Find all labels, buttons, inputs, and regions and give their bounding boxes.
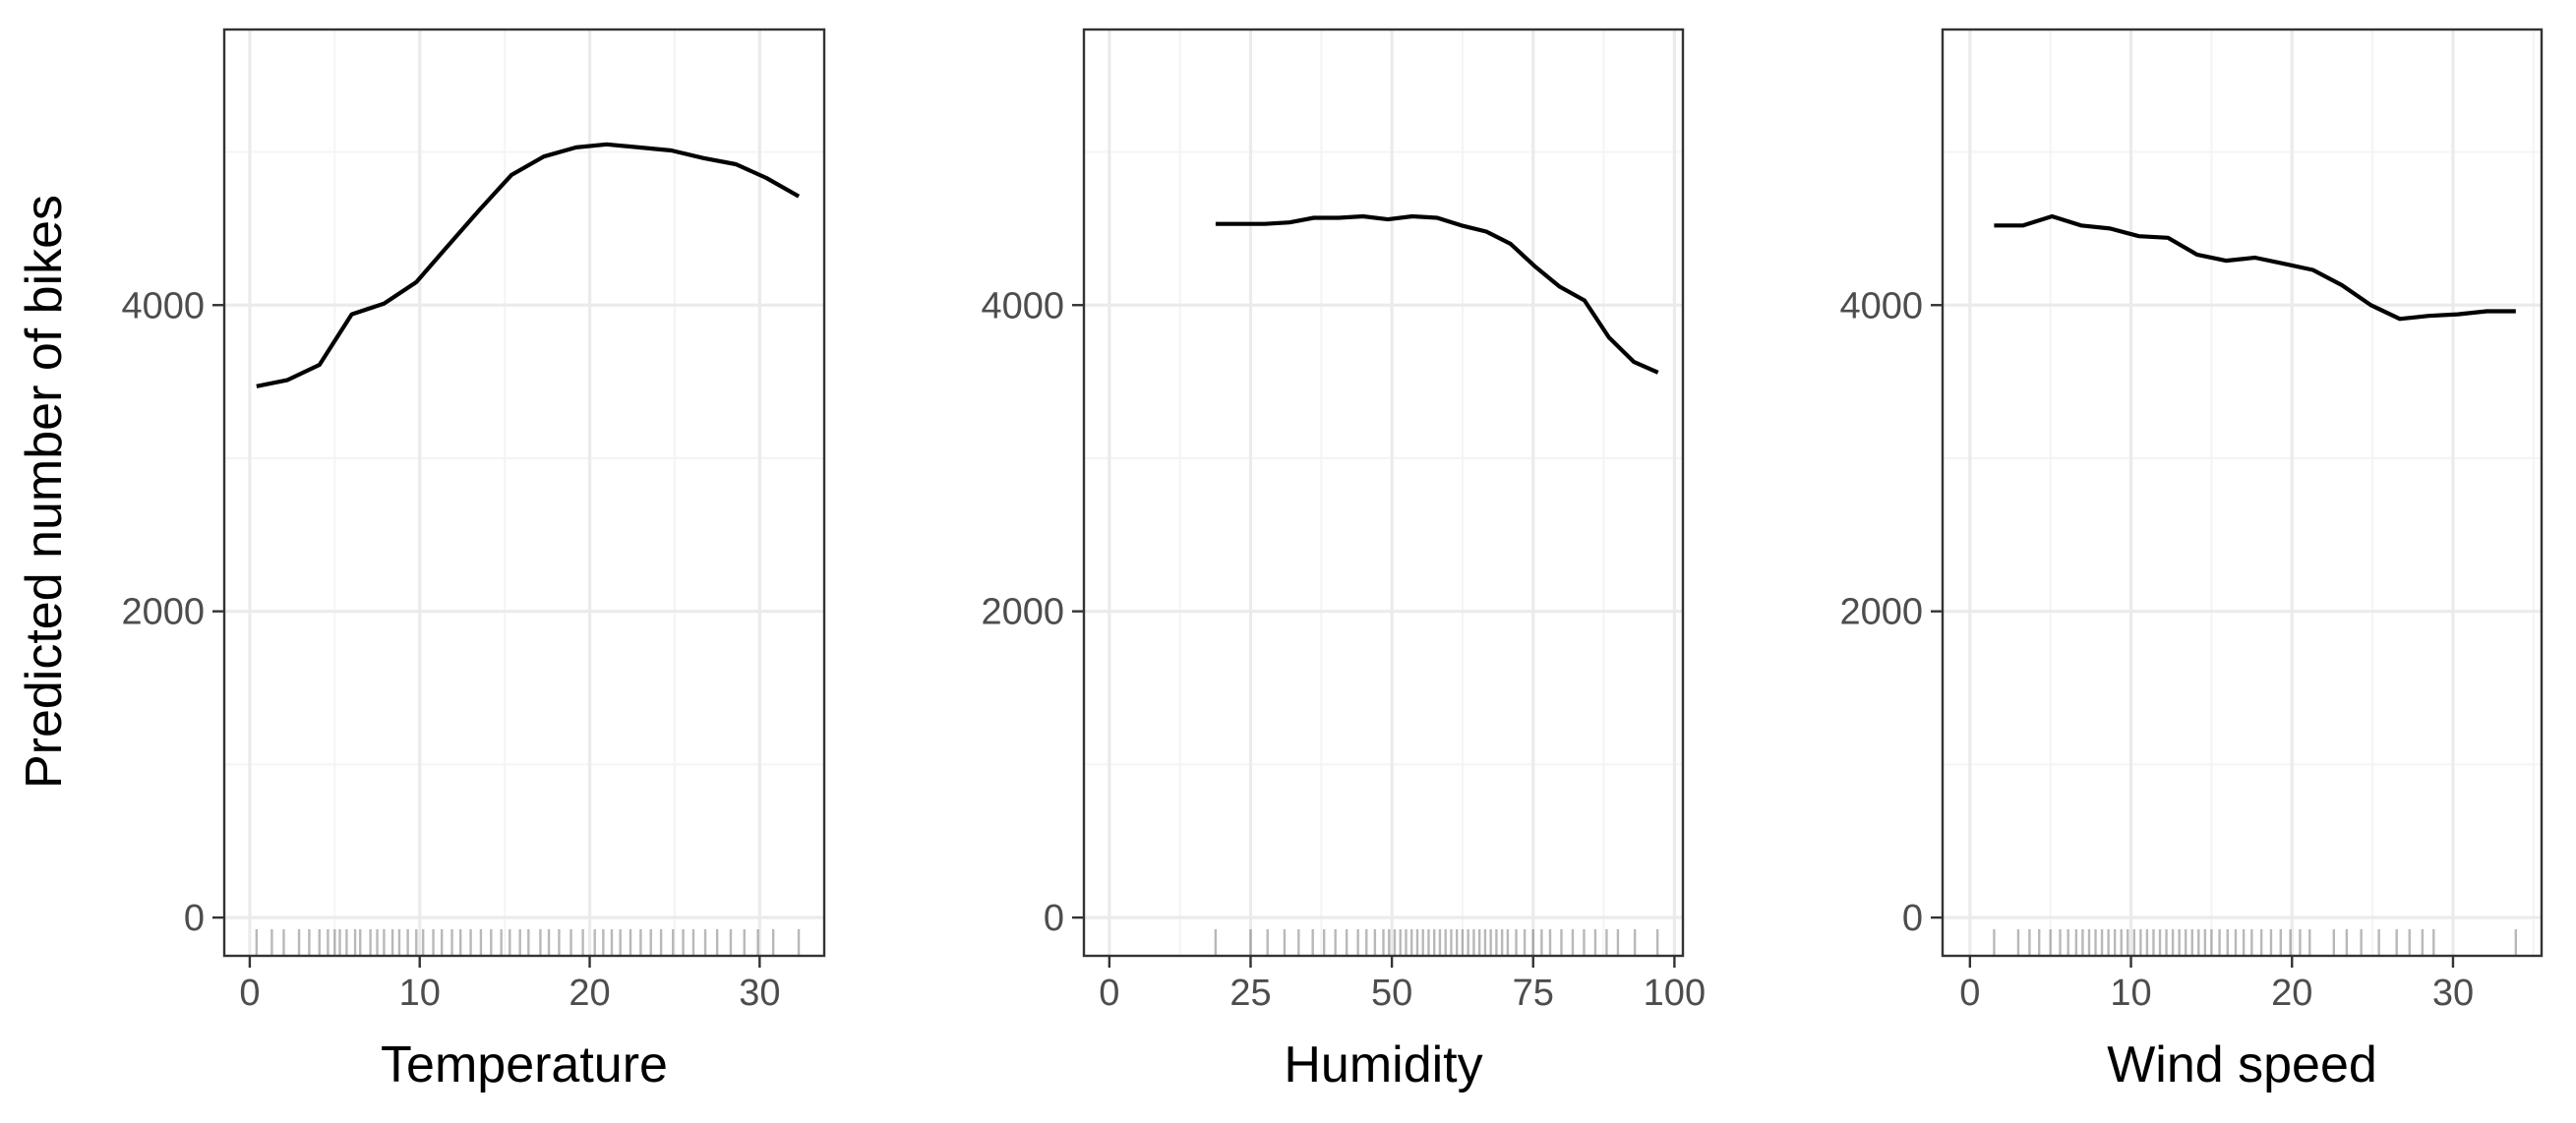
x-tick-label-humidity: 100 xyxy=(1644,973,1706,1014)
x-tick-label-wind-speed: 30 xyxy=(2432,973,2474,1014)
x-tick-label-wind-speed: 20 xyxy=(2271,973,2312,1014)
y-tick-label-temperature: 2000 xyxy=(121,592,205,633)
x-tick-label-temperature: 30 xyxy=(739,973,780,1014)
x-tick-label-wind-speed: 10 xyxy=(2110,973,2151,1014)
x-tick-label-temperature: 20 xyxy=(569,973,610,1014)
panel-border-humidity xyxy=(1082,28,1685,958)
x-tick-label-wind-speed: 0 xyxy=(1959,973,1980,1014)
series-line-humidity xyxy=(1215,213,1659,375)
x-tick-label-humidity: 50 xyxy=(1371,973,1412,1014)
y-tick-label-temperature: 4000 xyxy=(121,285,205,326)
x-axis-title-humidity: Humidity xyxy=(1284,1036,1482,1093)
y-tick-label-wind-speed: 0 xyxy=(1902,898,1923,939)
panel-background-humidity xyxy=(1084,30,1683,956)
series-line-temperature xyxy=(256,142,801,388)
panel-border-wind-speed xyxy=(1941,28,2544,958)
x-tick-label-temperature: 0 xyxy=(239,973,260,1014)
panel-background-wind-speed xyxy=(1943,30,2542,956)
x-tick-label-humidity: 75 xyxy=(1513,973,1554,1014)
x-axis-title-wind-speed: Wind speed xyxy=(2107,1036,2377,1093)
x-tick-label-humidity: 25 xyxy=(1229,973,1271,1014)
panel-background-temperature xyxy=(224,30,824,956)
y-tick-label-temperature: 0 xyxy=(184,898,205,939)
y-tick-label-humidity: 0 xyxy=(1044,898,1064,939)
x-axis-title-temperature: Temperature xyxy=(381,1036,668,1093)
y-tick-label-wind-speed: 2000 xyxy=(1839,592,1923,633)
y-tick-label-humidity: 4000 xyxy=(981,285,1064,326)
x-tick-label-temperature: 10 xyxy=(399,973,441,1014)
y-tick-label-wind-speed: 4000 xyxy=(1839,285,1923,326)
panel-border-temperature xyxy=(222,28,826,958)
y-axis-title: Predicted number of bikes xyxy=(16,195,73,789)
x-tick-label-humidity: 0 xyxy=(1099,973,1119,1014)
y-tick-label-humidity: 2000 xyxy=(981,592,1064,633)
series-line-wind-speed xyxy=(1994,213,2516,322)
